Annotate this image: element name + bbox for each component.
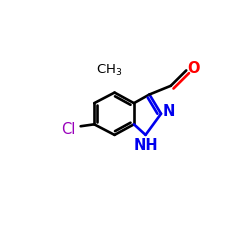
Text: NH: NH xyxy=(133,138,158,153)
Text: Cl: Cl xyxy=(61,122,75,137)
Text: N: N xyxy=(162,104,175,119)
Text: CH$_3$: CH$_3$ xyxy=(96,63,122,78)
Text: O: O xyxy=(187,61,199,76)
